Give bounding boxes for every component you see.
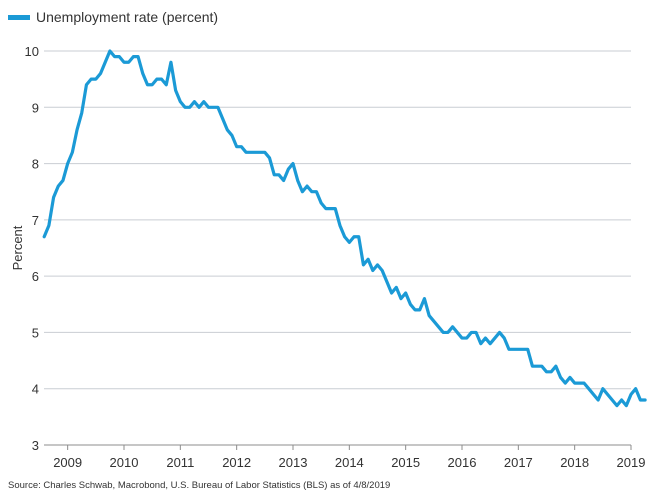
x-tick-label: 2010	[110, 455, 139, 470]
x-tick-label: 2014	[335, 455, 364, 470]
y-tick-label: 9	[32, 100, 39, 115]
x-tick-label: 2009	[53, 455, 82, 470]
x-tick-label: 2016	[448, 455, 477, 470]
y-tick-label: 10	[25, 44, 39, 59]
x-tick-label: 2012	[222, 455, 251, 470]
x-tick-label: 2013	[279, 455, 308, 470]
y-tick-label: 4	[32, 382, 39, 397]
legend-swatch	[8, 14, 30, 20]
y-tick-label: 5	[32, 325, 39, 340]
source-note: Source: Charles Schwab, Macrobond, U.S. …	[8, 480, 391, 491]
grid-lines	[44, 50, 631, 390]
legend-label: Unemployment rate (percent)	[36, 9, 219, 25]
x-tick-label: 2018	[560, 455, 589, 470]
y-tick-label: 8	[32, 157, 39, 172]
y-tick-label: 7	[32, 213, 39, 228]
x-tick-label: 2019	[617, 455, 646, 470]
x-tick-label: 2011	[166, 455, 194, 470]
y-axis-ticks: 3 4 5 6 7 8 9 10	[25, 44, 39, 453]
y-tick-label: 6	[32, 269, 39, 284]
y-axis-label: Percent	[10, 225, 25, 270]
y-tick-label: 3	[32, 438, 39, 453]
series-line-unemployment-rate	[42, 49, 647, 408]
legend: Unemployment rate (percent)	[8, 9, 218, 25]
x-axis-ticks: 2009 2010 2011 2012 2013 2014 2015 2016 2017 2018…	[53, 445, 645, 470]
x-tick-label: 2017	[504, 455, 533, 470]
x-tick-label: 2015	[391, 455, 420, 470]
